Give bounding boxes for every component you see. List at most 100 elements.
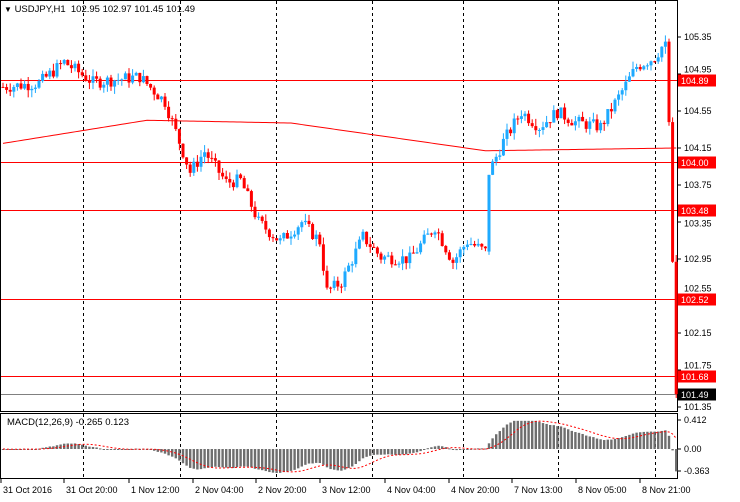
macd-histogram-bar [113, 449, 116, 450]
macd-histogram-bar [84, 445, 87, 449]
bull-candle [102, 84, 106, 88]
low-value: 101.45 [134, 4, 164, 15]
bull-candle [357, 239, 361, 249]
price-tick-label: 104.55 [684, 106, 712, 116]
bear-candle [480, 243, 484, 247]
macd-tick-label: 0.412 [684, 415, 707, 425]
macd-histogram-bar [505, 424, 509, 449]
bull-candle [401, 256, 405, 264]
bull-candle [627, 76, 631, 82]
macd-histogram-bar [621, 437, 624, 449]
bear-candle [307, 220, 311, 224]
macd-histogram-bar [509, 422, 512, 449]
macd-histogram-bar [423, 449, 426, 450]
time-tick-label: 4 Nov 04:00 [387, 485, 436, 495]
macd-histogram-bar [48, 446, 51, 449]
macd-histogram-bar [556, 426, 559, 449]
macd-histogram-bar [325, 449, 329, 468]
macd-histogram-bar [459, 449, 462, 450]
triangle-down-icon[interactable]: ▼ [4, 5, 12, 14]
price-tick-label: 101.75 [684, 361, 712, 371]
bull-candle [505, 129, 509, 139]
bull-candle [469, 243, 473, 245]
macd-histogram-bar [55, 445, 59, 449]
bull-candle [645, 65, 649, 67]
macd-histogram-bar [351, 449, 354, 467]
macd-histogram-bar [599, 439, 602, 449]
macd-histogram-bar [127, 449, 131, 450]
macd-panel-border [0, 413, 678, 479]
macd-histogram-bar [477, 448, 480, 450]
level-price-label: 102.52 [681, 295, 709, 305]
macd-histogram-bar [171, 449, 174, 457]
macd-histogram-bar [9, 449, 12, 450]
level-price-label: 104.00 [681, 158, 709, 168]
bear-candle [451, 259, 455, 263]
macd-histogram-bar [329, 449, 332, 470]
bull-candle [491, 161, 495, 175]
macd-histogram-bar [12, 449, 15, 450]
macd-histogram-bar [235, 449, 239, 468]
bear-candle [581, 116, 585, 122]
bull-candle [282, 233, 286, 239]
bull-candle [426, 233, 430, 235]
bear-candle [595, 119, 599, 131]
bull-candle [462, 246, 466, 250]
macd-histogram-bar [70, 443, 73, 449]
macd-histogram-bar [642, 431, 645, 449]
level-price-tag [678, 204, 716, 217]
bull-candle [41, 73, 45, 82]
bull-candle [296, 227, 300, 235]
bull-candle [120, 79, 124, 81]
bull-candle [476, 243, 480, 246]
macd-histogram-bar [516, 420, 519, 449]
bear-candle [311, 223, 315, 240]
bull-candle [350, 264, 354, 266]
macd-histogram-bar [250, 449, 253, 468]
macd-histogram-bar [585, 435, 588, 449]
price-tick-label: 102.15 [684, 328, 712, 338]
macd-histogram-bar [106, 448, 109, 450]
bear-candle [653, 61, 657, 63]
close-value: 101.49 [166, 4, 196, 15]
macd-histogram-bar [41, 447, 44, 449]
bull-candle [73, 63, 77, 69]
bull-candle [105, 77, 109, 85]
macd-histogram-bar [667, 435, 671, 449]
macd-histogram-bar [545, 423, 548, 449]
bull-candle [203, 152, 207, 157]
macd-histogram-bar [99, 448, 102, 450]
macd-histogram-bar [415, 449, 419, 453]
bear-candle [437, 232, 441, 234]
macd-histogram-bar [660, 430, 663, 449]
macd-histogram-bar [167, 449, 170, 456]
macd-histogram-bar [124, 449, 127, 450]
bear-candle [368, 244, 372, 247]
bull-candle [199, 156, 203, 167]
bull-candle [419, 243, 423, 253]
bear-candle [563, 107, 567, 120]
macd-histogram-bar [102, 449, 105, 450]
macd-histogram-bar [387, 449, 390, 455]
bear-candle [566, 119, 570, 123]
macd-histogram-bar [523, 420, 527, 449]
macd-histogram-bar [394, 449, 397, 455]
macd-histogram-bar [297, 449, 300, 469]
macd-histogram-bar [426, 448, 429, 450]
bear-candle [228, 178, 232, 183]
macd-histogram-bar [95, 447, 98, 449]
macd-histogram-bar [444, 447, 447, 449]
bear-candle [372, 246, 376, 248]
bear-candle [609, 109, 613, 112]
macd-histogram-bar [16, 449, 19, 450]
bear-candle [318, 234, 322, 245]
bear-candle [217, 160, 221, 173]
bear-candle [98, 78, 102, 88]
macd-histogram-bar [300, 449, 303, 467]
bull-candle [343, 271, 347, 287]
bull-candle [573, 121, 577, 126]
bear-candle [584, 121, 588, 129]
macd-histogram-bar [412, 449, 415, 453]
